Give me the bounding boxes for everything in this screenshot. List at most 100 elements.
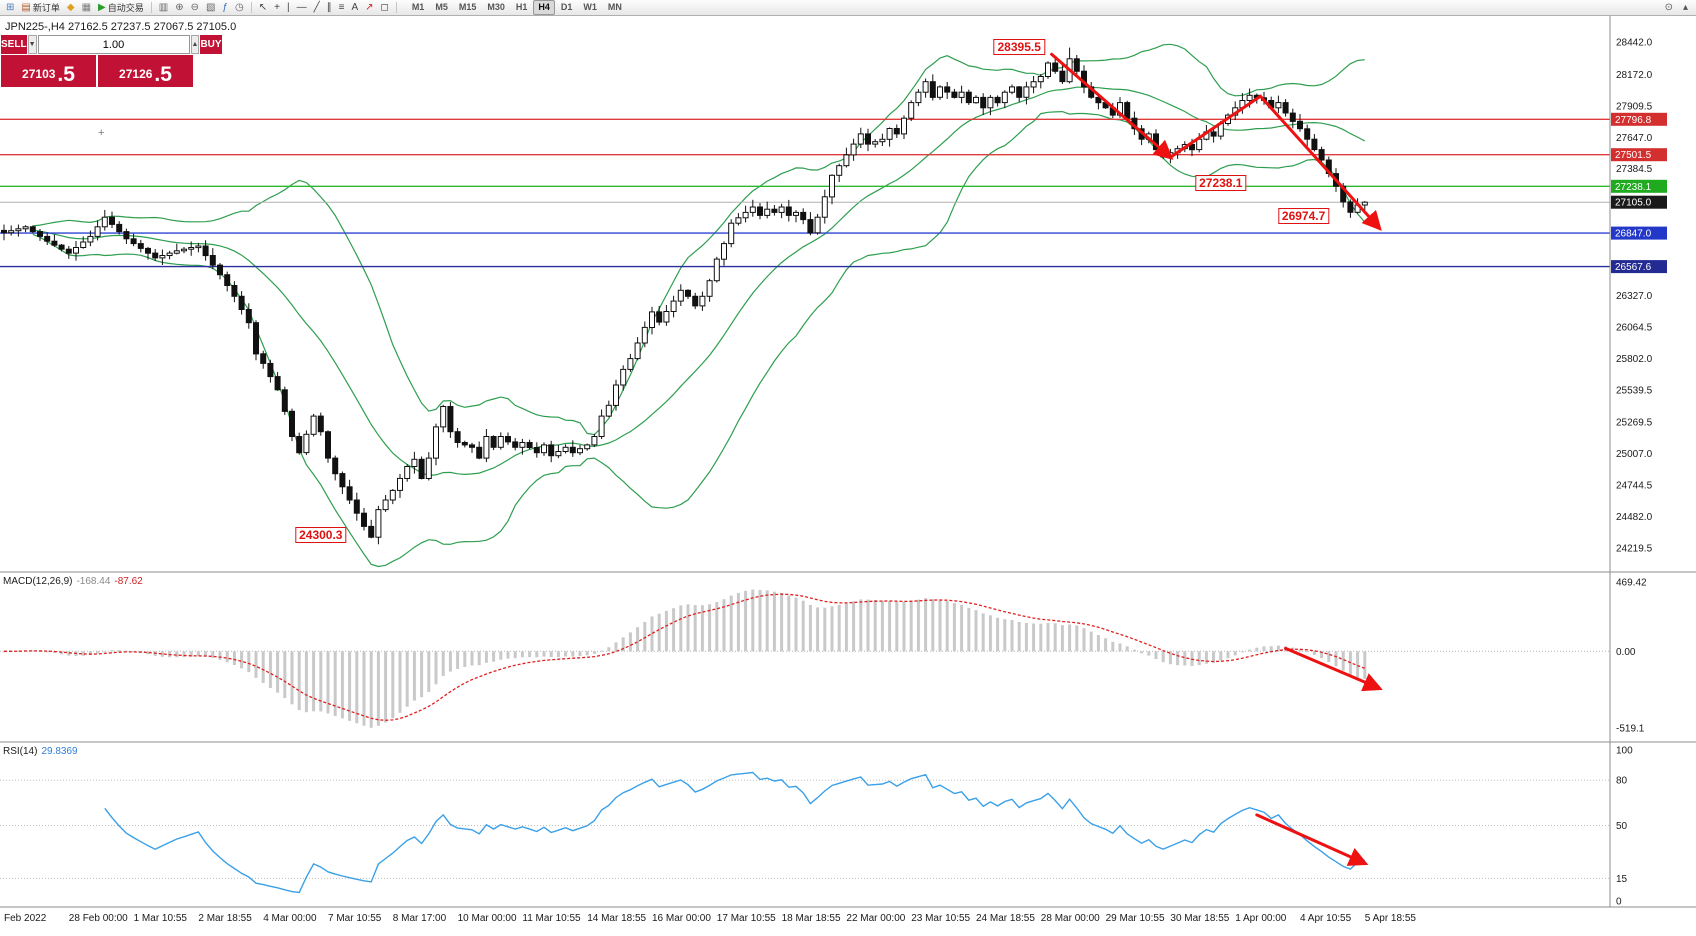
- level-price-tag[interactable]: [1611, 112, 1667, 126]
- new-chart-icon[interactable]: ⊞: [3, 1, 17, 15]
- toolbar-separator: [395, 2, 397, 13]
- timeframe-m1[interactable]: M1: [411, 2, 425, 12]
- auto-trading-button[interactable]: ▶ 自动交易: [95, 1, 147, 15]
- macd-indicator-label: MACD(12,26,9) -168.44 -87.62: [3, 576, 143, 587]
- macd-axis-label: 0.00: [1616, 647, 1636, 658]
- trend-arrow[interactable]: [1168, 94, 1262, 159]
- indicators-icon[interactable]: ƒ: [219, 1, 231, 15]
- timeframe-m5[interactable]: M5: [435, 2, 448, 12]
- toolbar-separator: [150, 2, 152, 13]
- crosshair-marker-icon: +: [97, 127, 105, 140]
- tile-windows-icon[interactable]: ▥: [156, 1, 171, 15]
- chart-area[interactable]: 28442.0 28172.0 27909.5 27647.0 27384.5 26327…: [0, 16, 1696, 936]
- price-annotation[interactable]: 27238.1: [1195, 175, 1247, 192]
- sell-dropdown-caret-icon[interactable]: ▼: [27, 35, 37, 54]
- buy-price-button[interactable]: 27126 .5: [98, 55, 193, 87]
- fibonacci-icon[interactable]: ≡: [336, 1, 348, 15]
- buy-button[interactable]: BUY: [200, 35, 222, 54]
- price-axis-label: 25269.5: [1616, 418, 1653, 429]
- trend-arrow[interactable]: [1050, 52, 1174, 160]
- search-icon[interactable]: ⊙: [1662, 1, 1676, 15]
- macd-name: MACD(12,26,9): [3, 576, 73, 587]
- timeframe-h1[interactable]: H1: [515, 2, 528, 12]
- macd-trend-arrow[interactable]: [1284, 646, 1383, 692]
- time-axis[interactable]: Feb 2022 28 Feb 00:00 1 Mar 10:55 2 Mar 18:…: [4, 913, 1416, 924]
- vertical-line-icon[interactable]: |: [284, 1, 293, 15]
- timeframe-d1[interactable]: D1: [560, 2, 573, 12]
- macd-panel[interactable]: [0, 589, 1610, 728]
- indicator-axis: 469.42 0.00 -519.1 100 80 50 15 0: [1616, 578, 1647, 908]
- period-icon[interactable]: ◷: [232, 1, 247, 15]
- volume-input[interactable]: [37, 35, 190, 54]
- current-price-tag[interactable]: [1611, 195, 1667, 209]
- arrows-tool-icon[interactable]: ↗: [362, 1, 376, 15]
- rsi-trend-arrow[interactable]: [1255, 813, 1369, 866]
- time-axis-label: 8 Mar 17:00: [393, 913, 447, 924]
- price-annotation[interactable]: 24300.3: [295, 526, 347, 543]
- time-axis-label: 1 Mar 10:55: [134, 913, 188, 924]
- level-price-tag[interactable]: [1611, 226, 1667, 240]
- period-icon: ◷: [234, 1, 244, 13]
- channel-icon[interactable]: ∥: [324, 1, 335, 15]
- text-icon[interactable]: A: [348, 1, 361, 15]
- horizontal-line-icon[interactable]: —: [294, 1, 310, 15]
- timeframe-m15[interactable]: M15: [458, 2, 477, 12]
- price-axis-label: 26327.0: [1616, 291, 1653, 302]
- navigator-icon[interactable]: ▧: [203, 1, 218, 15]
- price-axis-label: 27384.5: [1616, 164, 1653, 175]
- cursor-icon[interactable]: ↖: [256, 1, 270, 15]
- main-price-panel[interactable]: [0, 43, 1610, 568]
- level-price-tag-label: 27501.5: [1615, 150, 1652, 161]
- time-axis-label: 24 Mar 18:55: [976, 913, 1035, 924]
- trend-arrow[interactable]: [1258, 94, 1382, 231]
- level-price-tag[interactable]: [1611, 179, 1667, 193]
- volume-up-caret-icon[interactable]: ▲: [190, 35, 200, 54]
- rsi-panel[interactable]: [0, 771, 1610, 894]
- sell-price-button[interactable]: 27103 .5: [1, 55, 96, 87]
- price-axis-label: 26064.5: [1616, 322, 1653, 333]
- auto-trading-button-label: 自动交易: [107, 3, 144, 13]
- toolbar: ⊞ ▤ 新订单 ◆ ▦ ▶ 自动交易 ▥ ⊕ ⊖ ▧ ƒ ◷ ↖ + | — ╱ ∥ ≡ A ↗ ◻ M1 M5 M15 M30 H1…: [0, 0, 1696, 16]
- time-axis-label: 4 Apr 10:55: [1300, 913, 1352, 924]
- bollinger-upper-line[interactable]: [32, 43, 1365, 436]
- shapes-icon[interactable]: ◻: [378, 1, 392, 15]
- candles-layer[interactable]: [1, 47, 1368, 545]
- time-axis-label: 16 Mar 00:00: [652, 913, 711, 924]
- search-icon: ⊙: [1664, 1, 1673, 13]
- price-annotation[interactable]: 28395.5: [993, 39, 1045, 56]
- level-price-tag[interactable]: [1611, 148, 1667, 162]
- crosshair-icon[interactable]: +: [271, 1, 283, 15]
- rsi-line: [104, 771, 1366, 894]
- trendline-icon[interactable]: ╱: [311, 1, 323, 15]
- collapse-toolbar-icon[interactable]: ▴: [1680, 1, 1691, 15]
- zoom-out-icon[interactable]: ⊖: [188, 1, 202, 15]
- bollinger-lower-line[interactable]: [32, 110, 1366, 568]
- shapes-icon: ◻: [380, 1, 389, 13]
- macd-axis-label: -519.1: [1616, 724, 1645, 735]
- profiles-icon[interactable]: ▦: [79, 1, 94, 15]
- new-order-button[interactable]: ▤ 新订单: [18, 1, 62, 15]
- timeframe-h4[interactable]: H4: [533, 0, 555, 15]
- rsi-name: RSI(14): [3, 746, 38, 757]
- timeframe-m30[interactable]: M30: [487, 2, 505, 12]
- time-axis-label: 1 Apr 00:00: [1235, 913, 1287, 924]
- timeframe-mn[interactable]: MN: [607, 2, 622, 12]
- price-axis-label: 24482.0: [1616, 512, 1653, 523]
- current-price-tag-label: 27105.0: [1615, 198, 1652, 209]
- price-axis-label: 24744.5: [1616, 481, 1653, 492]
- favorites-icon[interactable]: ◆: [64, 1, 78, 15]
- text-icon: A: [351, 1, 359, 13]
- price-axis-label: 28172.0: [1616, 70, 1653, 81]
- bollinger-middle-line[interactable]: [32, 86, 1366, 477]
- price-annotation[interactable]: 26974.7: [1277, 207, 1330, 224]
- price-axis-label: 25539.5: [1616, 385, 1653, 396]
- level-price-tag[interactable]: [1611, 260, 1667, 274]
- chart-canvas[interactable]: 28442.0 28172.0 27909.5 27647.0 27384.5 26327…: [0, 16, 1696, 936]
- horizontal-line-icon: —: [296, 1, 307, 13]
- level-price-tag-label: 27796.8: [1615, 115, 1652, 126]
- zoom-in-icon[interactable]: ⊕: [172, 1, 186, 15]
- timeframe-w1[interactable]: W1: [583, 2, 597, 12]
- sell-button[interactable]: SELL: [1, 35, 27, 54]
- price-axis[interactable]: 28442.0 28172.0 27909.5 27647.0 27384.5 26327…: [1611, 38, 1667, 555]
